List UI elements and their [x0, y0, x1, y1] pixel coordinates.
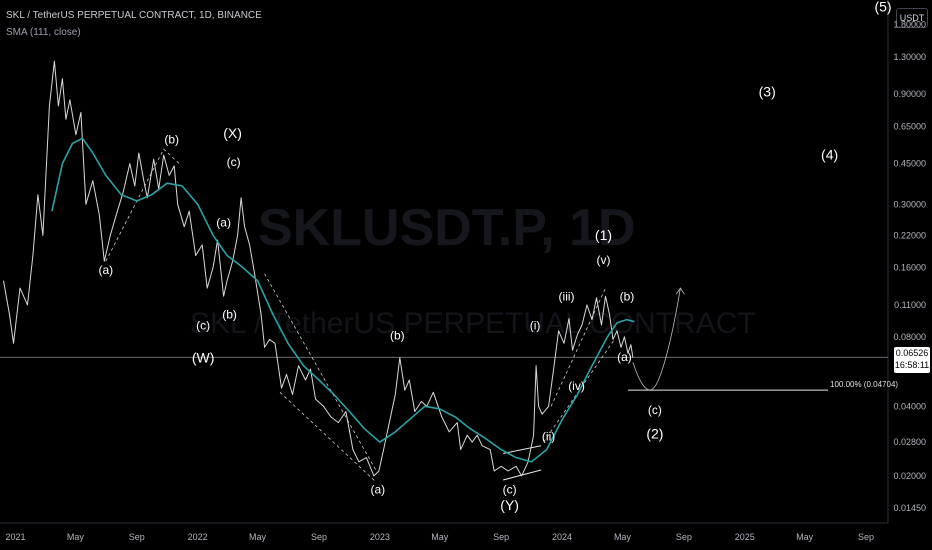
wave-label: (c) [227, 155, 241, 169]
wave-label: (b) [390, 328, 405, 342]
x-tick-label: Sep [129, 532, 145, 542]
wave-label: (iii) [559, 289, 575, 303]
dashed-channel-lower [279, 392, 376, 482]
x-tick-label: Sep [858, 532, 874, 542]
x-tick-label: Sep [493, 532, 509, 542]
wave-label: (X) [223, 125, 242, 141]
x-tick-label: May [431, 532, 449, 542]
wave-label: (3) [759, 83, 776, 99]
y-tick-label: 0.11000 [894, 300, 926, 310]
wave-label: (1) [595, 227, 612, 243]
y-tick-label: 0.16000 [893, 262, 926, 272]
x-tick-label: May [249, 532, 267, 542]
y-tick-label: 0.04000 [893, 401, 926, 411]
x-tick-label: 2025 [735, 532, 755, 542]
dashed-channel-upper [264, 273, 377, 472]
x-tick-label: May [796, 532, 814, 542]
watermark-symbol: SKLUSDT.P, 1D [258, 199, 636, 257]
y-tick-label: 0.08000 [893, 332, 926, 342]
wave-label: (c) [503, 482, 517, 496]
triangle-upper-line [503, 445, 542, 454]
wave-label: (Y) [500, 497, 519, 513]
wave-label: (a) [216, 216, 231, 230]
y-tick-label: 0.45000 [893, 159, 926, 169]
x-tick-label: 2024 [552, 532, 572, 542]
watermark-name: SKL / TetherUS PERPETUAL CONTRACT [190, 307, 756, 340]
wave-label: (b) [222, 308, 237, 322]
price-series-line [3, 60, 634, 477]
wave-label: (b) [620, 289, 635, 303]
wave-label: (W) [192, 349, 215, 365]
currency-unit-button[interactable]: USDT [896, 8, 928, 28]
x-tick-label: 2021 [5, 532, 25, 542]
x-tick-label: May [67, 532, 85, 542]
sma-series-line [51, 137, 635, 463]
wave-label: (ii) [542, 429, 555, 443]
y-tick-label: 0.90000 [893, 89, 926, 99]
chart-header-title: SKL / TetherUS PERPETUAL CONTRACT, 1D, B… [6, 10, 262, 21]
wave-label: (4) [821, 146, 838, 162]
wave-label: (v) [596, 253, 610, 267]
wave-label: (b) [164, 132, 179, 146]
x-tick-label: Sep [311, 532, 327, 542]
wave-label: (c) [648, 403, 662, 417]
x-tick-label: Sep [676, 532, 692, 542]
y-tick-label: 0.30000 [893, 199, 926, 209]
x-tick-label: May [614, 532, 632, 542]
current-price-tag: 0.06526 16:58:11 [894, 347, 930, 373]
y-tick-label: 1.30000 [893, 52, 926, 62]
wave-label: (a) [371, 482, 386, 496]
indicator-legend[interactable]: SMA (111, close) [6, 27, 81, 38]
y-tick-label: 0.65000 [893, 122, 926, 132]
candle-countdown: 16:58:11 [894, 360, 930, 370]
wave-label: (5) [874, 0, 891, 15]
wave-label: (i) [530, 319, 541, 333]
y-tick-label: 0.02800 [893, 437, 926, 447]
wave-label: (iv) [568, 379, 585, 393]
wave-label: (2) [646, 426, 663, 442]
projection-path [632, 288, 681, 391]
dashed-wedge-upper [550, 287, 606, 407]
wave-label: (c) [196, 319, 210, 333]
x-tick-label: 2022 [188, 532, 208, 542]
x-tick-label: 2023 [370, 532, 390, 542]
y-tick-label: 0.01450 [893, 503, 926, 513]
wave-label: (a) [98, 263, 113, 277]
y-tick-label: 1.80000 [893, 20, 926, 30]
dashed-wave-guide [105, 148, 180, 262]
current-price-value: 0.06526 [895, 348, 929, 358]
fib-level-label: 100.00% (0.04704) [830, 380, 899, 389]
y-tick-label: 0.22000 [893, 230, 926, 240]
y-tick-label: 0.02000 [893, 471, 926, 481]
projection-arrowhead [676, 287, 685, 295]
wave-label: (a) [617, 350, 632, 364]
